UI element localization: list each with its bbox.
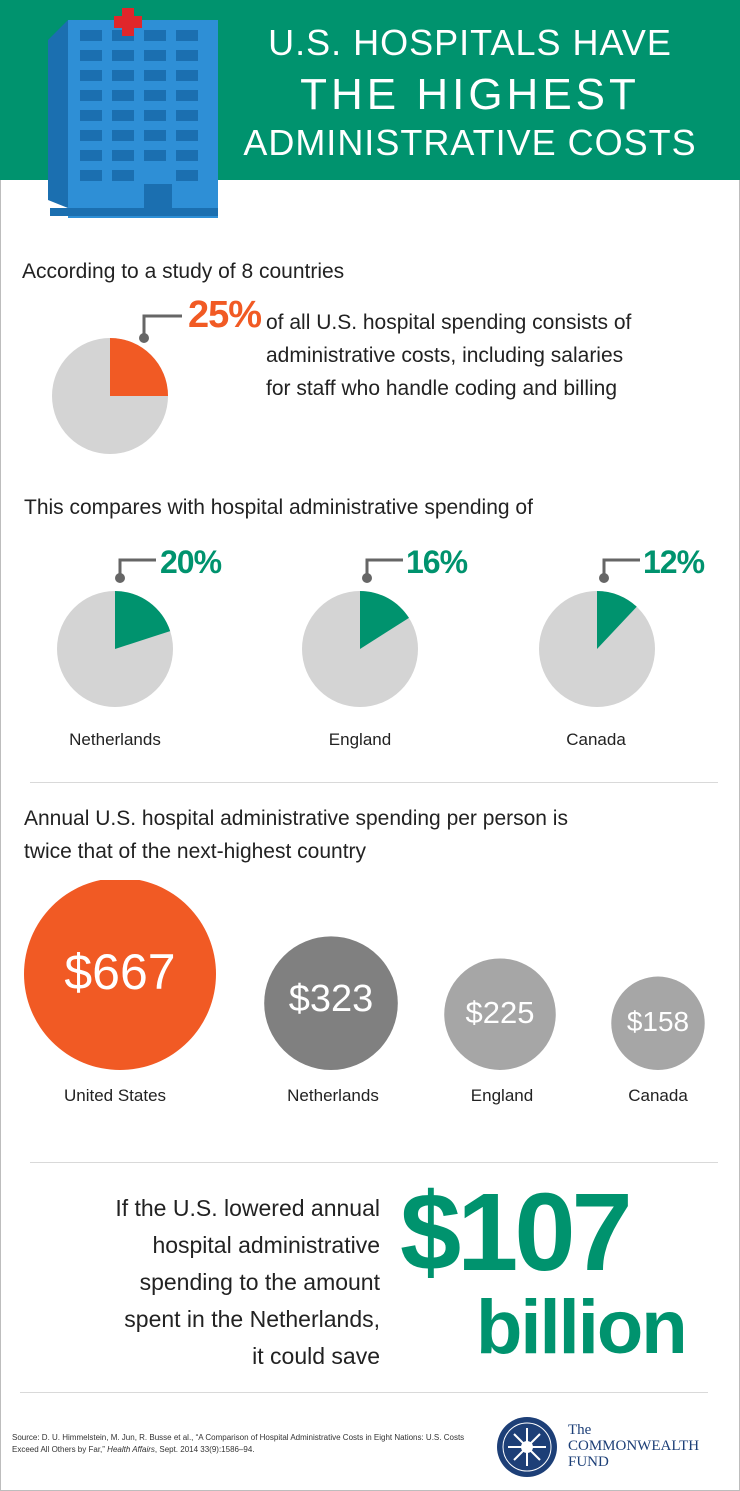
logo-line3: FUND (568, 1454, 609, 1470)
pie-slice-canada (597, 591, 637, 649)
divider-1 (30, 782, 718, 783)
savings-line5: it could save (252, 1343, 380, 1369)
hospital-building-icon (48, 8, 218, 218)
savings-line2: hospital administrative (152, 1232, 380, 1258)
compare-heading: This compares with hospital administrati… (24, 496, 533, 519)
divider-2 (30, 1162, 718, 1163)
england-pie-chart (302, 591, 418, 707)
england-percent-label: 16% (406, 544, 468, 580)
bubble-value-canada: $158 (626, 1006, 690, 1037)
canada-pie-callout (599, 558, 640, 583)
bubble-country-england: England (470, 1086, 534, 1105)
header-title-line2: THE HIGHEST (300, 70, 640, 119)
bubble-united-states (24, 880, 216, 1070)
source-suffix: , Sept. 2014 33(9):1586–94. (154, 1445, 255, 1454)
us-description-line2: administrative costs, including salaries (266, 344, 624, 367)
us-description: of all U.S. hospital spending consists o… (266, 306, 631, 405)
canada-pie-chart (539, 591, 655, 707)
savings-text: If the U.S. lowered annual hospital admi… (40, 1190, 380, 1375)
us-percent-label: 25% (188, 294, 262, 336)
annual-heading-line2: twice that of the next-highest country (24, 840, 367, 863)
pie-country-netherlands: Netherlands (69, 730, 161, 749)
savings-line1: If the U.S. lowered annual (115, 1195, 380, 1221)
netherlands-pie-chart (57, 591, 173, 707)
bubble-country-united-states: United States (63, 1086, 167, 1105)
pie-slice-england (360, 591, 409, 649)
bubble-value-england: $225 (465, 995, 535, 1030)
bubble-country-netherlands: Netherlands (287, 1086, 379, 1105)
savings-amount: $107 (400, 1171, 633, 1294)
source-journal: Health Affairs (107, 1445, 155, 1454)
canada-percent-label: 12% (643, 544, 705, 580)
pie-slice-netherlands (115, 591, 171, 649)
source-prefix: Source: D. U. Himmelstein, M. Jun, R. Bu… (12, 1433, 465, 1454)
england-pie-callout (362, 558, 403, 583)
us-pie-callout (139, 314, 182, 343)
bubble-england (444, 958, 556, 1070)
divider-3 (20, 1392, 708, 1393)
us-description-line3: for staff who handle coding and billing (266, 377, 618, 400)
bubble-value-united-states: $667 (64, 944, 176, 1000)
bubble-netherlands (264, 936, 398, 1070)
annual-heading: Annual U.S. hospital administrative spen… (24, 802, 704, 868)
bubble-country-canada: Canada (628, 1086, 688, 1105)
bubble-canada (611, 976, 705, 1070)
savings-line3: spending to the amount (139, 1269, 380, 1295)
annual-heading-line1: Annual U.S. hospital administrative spen… (24, 807, 568, 830)
commonwealth-fund-logo-icon (497, 1417, 557, 1477)
logo-line1: The (568, 1422, 592, 1438)
savings-unit: billion (476, 1285, 688, 1370)
intro-text: According to a study of 8 countries (22, 260, 345, 283)
netherlands-pie-callout (115, 558, 156, 583)
pie-country-canada: Canada (566, 730, 626, 749)
bubble-value-netherlands: $323 (288, 978, 374, 1020)
pie-slice-united-states (110, 338, 168, 396)
header-title-line3: ADMINISTRATIVE COSTS (243, 122, 697, 163)
logo-line2: COMMONWEALTH (568, 1438, 700, 1454)
pie-country-england: England (328, 730, 392, 749)
us-description-line1: of all U.S. hospital spending consists o… (266, 311, 632, 334)
netherlands-percent-label: 20% (160, 544, 222, 580)
source-citation: Source: D. U. Himmelstein, M. Jun, R. Bu… (12, 1432, 482, 1456)
spending-bubble-chart (24, 880, 705, 1070)
us-pie-chart (52, 338, 168, 454)
commonwealth-fund-logo-text: The COMMONWEALTH FUND (568, 1422, 699, 1470)
header-title-line1: U.S. HOSPITALS HAVE (268, 22, 672, 63)
savings-line4: spent in the Netherlands, (124, 1306, 380, 1332)
